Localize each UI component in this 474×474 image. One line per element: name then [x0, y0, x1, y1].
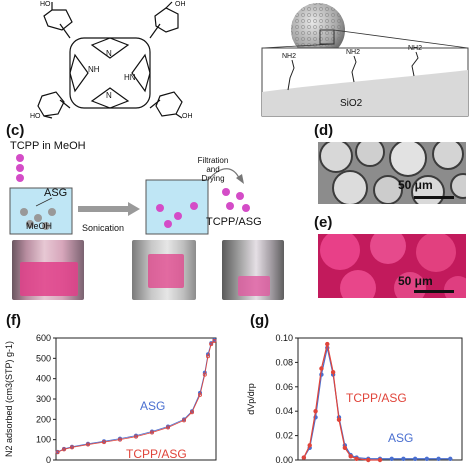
data-point — [389, 456, 394, 461]
y-tick-label: 0.00 — [275, 455, 293, 465]
data-point — [336, 417, 342, 422]
y-tick-label: 0.06 — [275, 382, 293, 392]
nh2-label: NH2 — [346, 49, 360, 56]
data-point — [70, 445, 75, 450]
chart-g: 0.00 0.02 0.04 0.06 0.08 0.10 dVp/drp TCPP/ASG A… — [246, 333, 463, 465]
series-annotation: ASG — [140, 399, 165, 413]
data-point — [448, 456, 453, 461]
y-tick-label: 300 — [36, 394, 51, 404]
nh2-label: NH2 — [408, 45, 422, 52]
data-point — [377, 457, 383, 463]
y-tick-label: 200 — [36, 414, 51, 424]
data-point — [149, 430, 154, 435]
molecule-label: N — [106, 91, 112, 100]
data-point — [330, 369, 336, 375]
micrograph-d — [318, 142, 466, 204]
asg-label: ASG — [44, 187, 68, 199]
data-point — [313, 408, 318, 414]
svg-text:HO: HO — [40, 1, 51, 8]
product-label: TCPP/ASG — [206, 216, 262, 228]
y-tick-label: 100 — [36, 435, 51, 445]
data-point — [62, 447, 67, 452]
and-label: and — [206, 165, 220, 174]
series-annotation: TCPP/ASG — [126, 447, 187, 461]
data-point — [205, 354, 210, 359]
panel-e-label: (e) — [314, 214, 333, 231]
data-point — [55, 450, 60, 455]
meoh-label: MeOH — [26, 221, 53, 231]
data-point — [307, 443, 312, 448]
data-point — [319, 366, 324, 371]
data-point — [436, 456, 441, 461]
data-point — [412, 456, 418, 461]
svg-text:HO: HO — [30, 113, 41, 120]
beaker-2 — [145, 179, 209, 235]
y-tick-label: 600 — [36, 333, 51, 343]
y-axis-label: N2 adsorbed (cm3(STP) g-1) — [4, 341, 14, 457]
molecule-label: N — [106, 49, 112, 58]
molecule-label: NH — [88, 65, 100, 74]
data-point — [86, 442, 91, 447]
data-point — [424, 456, 430, 461]
panel-f-label: (f) — [6, 312, 21, 329]
data-point — [197, 392, 202, 397]
panel-g-label: (g) — [250, 312, 270, 329]
scale-bar-d: 50 μm — [398, 178, 433, 192]
top-figure: HO OH HO OH NH N N HN NH2 NH2 NH2 SiO2 — [30, 1, 469, 120]
y-tick-label: 0.04 — [275, 406, 293, 416]
drying-label: Drying — [201, 174, 225, 183]
data-point — [354, 456, 359, 461]
y-axis-label: dVp/drp — [246, 383, 256, 415]
data-point — [202, 372, 207, 377]
data-point — [301, 455, 307, 460]
data-point — [133, 434, 138, 439]
scale-bar-e: 50 μm — [398, 274, 433, 288]
molecule-label: HN — [124, 73, 136, 82]
filtration-label: Filtration — [197, 156, 229, 165]
data-point — [118, 437, 123, 442]
svg-text:OH: OH — [175, 1, 186, 8]
data-point — [401, 456, 406, 461]
data-point — [325, 341, 330, 347]
chart-f: 0 100 200 300 400 500 600 N2 adsorbed (cm3(STP)… — [4, 333, 217, 465]
y-tick-label: 400 — [36, 374, 51, 384]
plot-frame — [55, 337, 217, 461]
data-point — [212, 339, 217, 344]
micrograph-e — [318, 234, 466, 298]
data-point — [189, 410, 194, 415]
series-annotation: TCPP/ASG — [346, 391, 407, 405]
data-point — [165, 425, 170, 430]
svg-text:OH: OH — [182, 113, 193, 120]
y-tick-label: 500 — [36, 353, 51, 363]
data-point — [181, 418, 186, 423]
data-point — [102, 440, 107, 445]
data-point — [209, 342, 214, 347]
data-point — [366, 457, 371, 463]
y-tick-label: 0.02 — [275, 431, 293, 441]
tcpp-molecule — [37, 1, 183, 119]
series-annotation: ASG — [388, 431, 413, 445]
nh2-label: NH2 — [282, 53, 296, 60]
y-tick-label: 0.08 — [275, 357, 293, 367]
y-tick-label: 0.10 — [275, 333, 293, 343]
sonication-label: Sonication — [82, 223, 125, 233]
panel-d-label: (d) — [314, 122, 334, 139]
series-line — [57, 340, 215, 453]
data-point — [342, 445, 348, 450]
data-point — [348, 454, 353, 459]
reagent-label: TCPP in MeOH — [10, 140, 86, 152]
scheme-c — [9, 154, 250, 235]
y-tick-label: 0 — [46, 455, 51, 465]
sio2-label: SiO2 — [340, 98, 363, 109]
panel-c-label: (c) — [6, 122, 25, 139]
